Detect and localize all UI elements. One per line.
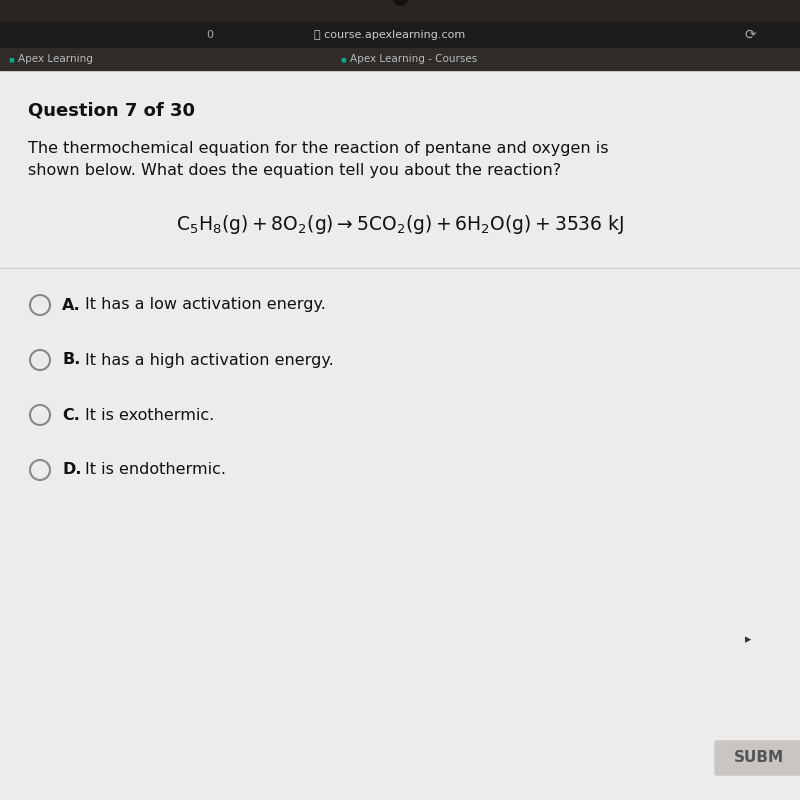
Text: C.: C.: [62, 407, 80, 422]
Text: SUBM: SUBM: [734, 750, 783, 766]
Text: ◼: ◼: [8, 56, 14, 62]
Text: The thermochemical equation for the reaction of pentane and oxygen is: The thermochemical equation for the reac…: [28, 141, 609, 155]
Text: ⟳: ⟳: [744, 28, 756, 42]
Bar: [0, 22, 800, 48]
Text: Apex Learning: Apex Learning: [18, 54, 93, 64]
Text: It is exothermic.: It is exothermic.: [85, 407, 214, 422]
Text: Question 7 of 30: Question 7 of 30: [28, 101, 195, 119]
Text: It is endothermic.: It is endothermic.: [85, 462, 226, 478]
Text: 🔒 course.apexlearning.com: 🔒 course.apexlearning.com: [314, 30, 466, 40]
Text: It has a low activation energy.: It has a low activation energy.: [85, 298, 326, 313]
FancyBboxPatch shape: [715, 741, 800, 775]
Bar: [0, 48, 800, 70]
Bar: [0, 0, 800, 22]
Text: ◼: ◼: [340, 56, 346, 62]
Text: $\mathrm{C_5H_8(g)+8O_2(g)\rightarrow 5CO_2(g)+6H_2O(g)+3536\ kJ}$: $\mathrm{C_5H_8(g)+8O_2(g)\rightarrow 5C…: [176, 214, 624, 237]
Text: A.: A.: [62, 298, 81, 313]
Text: It has a high activation energy.: It has a high activation energy.: [85, 353, 334, 367]
Text: 0: 0: [206, 30, 214, 40]
Text: shown below. What does the equation tell you about the reaction?: shown below. What does the equation tell…: [28, 162, 561, 178]
Text: D.: D.: [62, 462, 82, 478]
Text: ▸: ▸: [745, 634, 751, 646]
Text: Apex Learning - Courses: Apex Learning - Courses: [350, 54, 478, 64]
Text: B.: B.: [62, 353, 80, 367]
